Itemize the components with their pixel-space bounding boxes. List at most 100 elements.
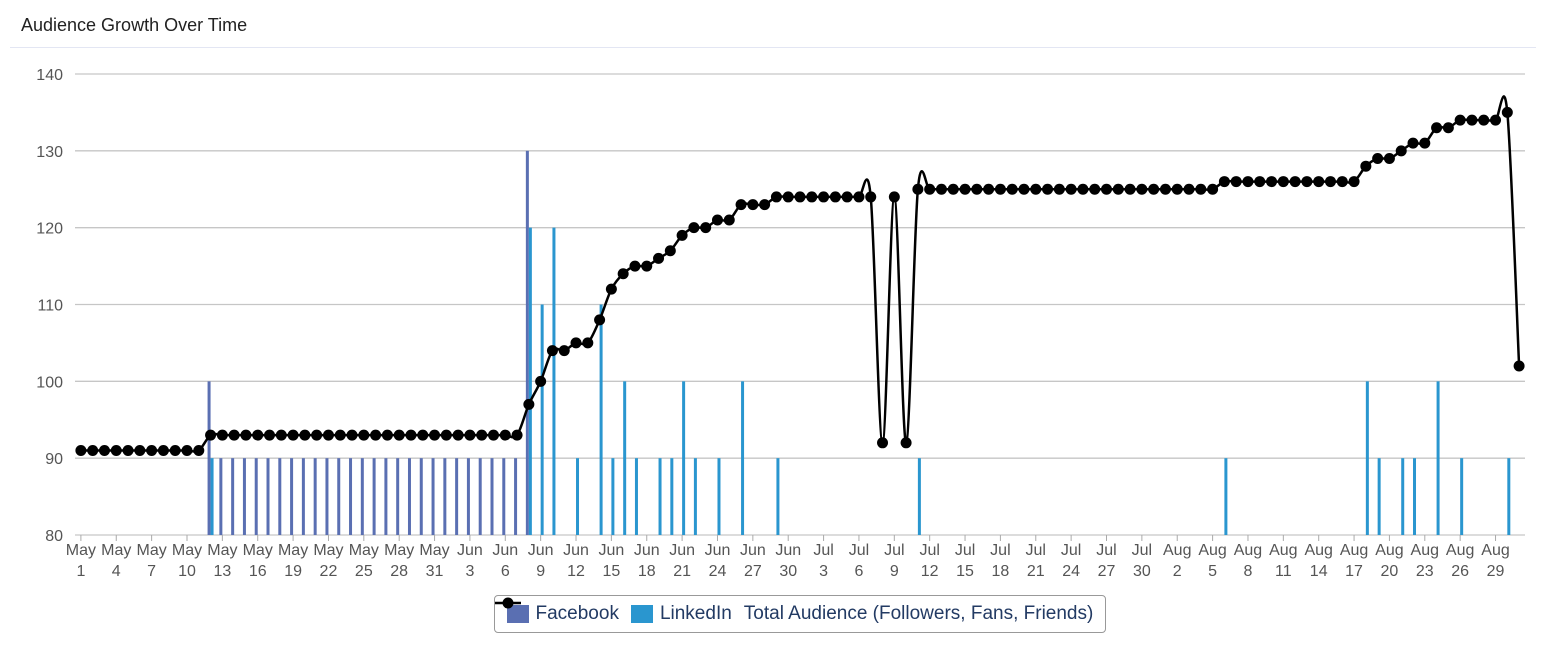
point xyxy=(87,444,99,456)
bar xyxy=(1365,381,1369,535)
point xyxy=(1136,183,1148,195)
point xyxy=(287,429,299,441)
point xyxy=(1501,106,1513,118)
point xyxy=(134,444,146,456)
point xyxy=(676,229,688,241)
point xyxy=(1159,183,1171,195)
point xyxy=(1042,183,1054,195)
point xyxy=(1289,176,1301,188)
point xyxy=(1490,114,1502,126)
point xyxy=(181,444,193,456)
point xyxy=(1065,183,1077,195)
point xyxy=(1183,183,1195,195)
point xyxy=(122,444,134,456)
bar xyxy=(611,458,615,535)
bar xyxy=(431,458,435,535)
point xyxy=(205,429,217,441)
bar xyxy=(917,458,921,535)
bar xyxy=(525,150,529,536)
bar xyxy=(242,458,246,535)
point xyxy=(994,183,1006,195)
bar xyxy=(682,381,686,535)
bar xyxy=(337,458,341,535)
x-tick-label: Jul 6 xyxy=(849,542,869,580)
point xyxy=(511,429,523,441)
x-tick-label: Jul 15 xyxy=(955,542,975,580)
point xyxy=(1431,122,1443,134)
point xyxy=(110,444,122,456)
y-tick-label: 90 xyxy=(45,451,63,468)
x-tick-label: Jun 24 xyxy=(705,542,731,580)
point xyxy=(1383,153,1395,165)
point xyxy=(75,444,87,456)
point xyxy=(664,245,676,257)
point xyxy=(299,429,311,441)
x-tick-label: Jun 12 xyxy=(563,542,589,580)
bar xyxy=(552,227,556,535)
bar xyxy=(1377,458,1381,535)
point xyxy=(688,222,700,234)
legend-swatch xyxy=(506,605,529,623)
point xyxy=(558,345,570,357)
point xyxy=(770,191,782,203)
point xyxy=(594,314,606,326)
bar xyxy=(576,458,580,535)
x-tick-label: May 10 xyxy=(172,542,202,580)
point xyxy=(440,429,452,441)
divider xyxy=(10,47,1536,48)
point xyxy=(523,398,535,410)
bar xyxy=(396,458,400,535)
point xyxy=(405,429,417,441)
x-tick-label: Jun 27 xyxy=(740,542,766,580)
x-tick-label: Jul 24 xyxy=(1061,542,1081,580)
point xyxy=(146,444,158,456)
point xyxy=(1513,360,1525,372)
point xyxy=(653,252,665,264)
point xyxy=(829,191,841,203)
point xyxy=(452,429,464,441)
point xyxy=(1101,183,1113,195)
bar xyxy=(254,458,258,535)
x-tick-label: Jul 9 xyxy=(884,542,904,580)
legend-item: LinkedIn xyxy=(630,603,732,625)
point xyxy=(700,222,712,234)
point xyxy=(275,429,287,441)
x-tick-label: Jun 9 xyxy=(528,542,554,580)
x-tick-label: Aug 20 xyxy=(1375,542,1403,580)
bar xyxy=(466,458,470,535)
x-tick-label: May 28 xyxy=(384,542,414,580)
x-tick-label: May 7 xyxy=(137,542,167,580)
point xyxy=(912,183,924,195)
point xyxy=(1407,137,1419,149)
chart-title: Audience Growth Over Time xyxy=(21,15,248,35)
point xyxy=(1324,176,1336,188)
point xyxy=(1171,183,1183,195)
bar xyxy=(1507,458,1511,535)
x-tick-label: Aug 11 xyxy=(1269,542,1297,580)
point xyxy=(370,429,382,441)
y-tick-label: 140 xyxy=(36,67,63,84)
bar xyxy=(670,458,674,535)
point xyxy=(464,429,476,441)
x-tick-label: May 22 xyxy=(313,542,343,580)
x-tick-label: May 31 xyxy=(419,542,449,580)
point xyxy=(641,260,653,272)
point xyxy=(1230,176,1242,188)
point xyxy=(98,444,110,456)
legend-label: Total Audience (Followers, Fans, Friends… xyxy=(743,603,1094,624)
point xyxy=(393,429,405,441)
bar xyxy=(540,304,544,535)
point xyxy=(476,429,488,441)
bar xyxy=(693,458,697,535)
point xyxy=(216,429,228,441)
bar xyxy=(1413,458,1417,535)
point xyxy=(499,429,511,441)
bar xyxy=(290,458,294,535)
x-tick-label: Jun 30 xyxy=(775,542,801,580)
point xyxy=(935,183,947,195)
x-tick-label: Jun 3 xyxy=(457,542,483,580)
point xyxy=(1053,183,1065,195)
point xyxy=(1006,183,1018,195)
bar xyxy=(514,458,518,535)
